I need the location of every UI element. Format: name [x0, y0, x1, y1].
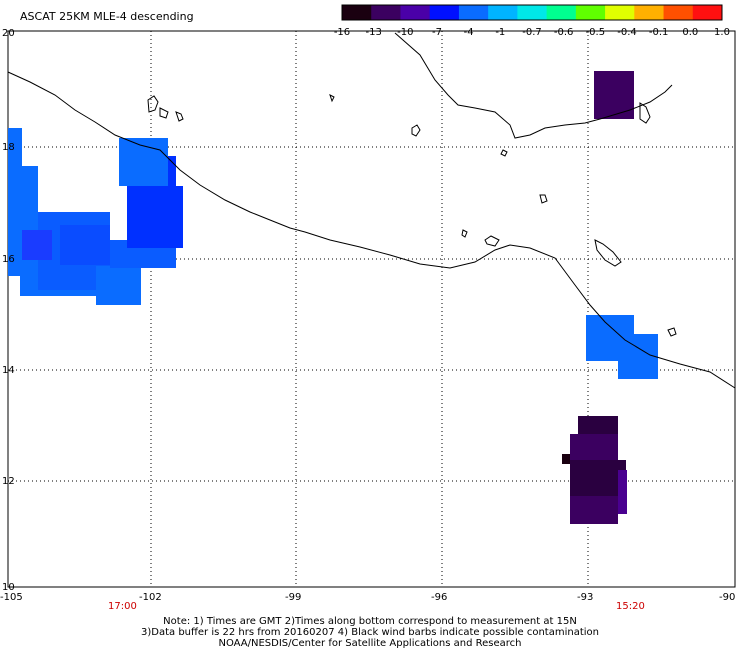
colorbar-swatch — [458, 5, 489, 20]
colorbar-swatch — [546, 5, 577, 20]
colorbar-label: -7 — [432, 27, 442, 38]
colorbar-label: -0.5 — [586, 27, 606, 38]
colorbar-label: -0.1 — [649, 27, 669, 38]
colorbar-label: -0.4 — [617, 27, 637, 38]
note-line-1: Note: 1) Times are GMT 2)Times along bot… — [163, 616, 577, 627]
lat-label-12: 12 — [2, 476, 15, 487]
colorbar-swatch — [342, 5, 372, 20]
lon-label-96: -96 — [431, 592, 447, 603]
colorbar-label: -0.7 — [522, 27, 542, 38]
lon-label-102: -102 — [139, 592, 162, 603]
colorbar-swatch — [429, 5, 460, 20]
colorbar-swatch — [692, 5, 723, 20]
lat-label-20: 20 — [2, 28, 15, 39]
lat-label-18: 18 — [2, 142, 15, 153]
swath-west — [8, 128, 183, 305]
note-line-2: 3)Data buffer is 22 hrs from 20160207 4)… — [141, 627, 599, 638]
gridlines — [8, 31, 735, 587]
colorbar-label: -4 — [464, 27, 474, 38]
colorbar-label: -13 — [365, 27, 381, 38]
lon-label-93: -93 — [577, 592, 593, 603]
colorbar-label: -0.6 — [554, 27, 574, 38]
colorbar-label: -10 — [397, 27, 413, 38]
lat-labels: 20 18 16 14 12 10 — [2, 28, 15, 593]
colorbar-swatch — [663, 5, 694, 20]
lon-label-105: -105 — [0, 592, 23, 603]
swath-east-purple — [562, 71, 634, 524]
colorbar-swatch — [400, 5, 431, 20]
colorbar-swatch — [488, 5, 518, 20]
lon-label-99: -99 — [285, 592, 301, 603]
colorbar-swatch — [605, 5, 635, 20]
colorbar-label: -16 — [334, 27, 350, 38]
colorbar-swatch — [371, 5, 401, 20]
colorbar: -16 -13 -10 -7 -4 -1 -0.7 -0.6 -0.5 -0.4 -0.1 0.0 1.… — [334, 4, 730, 38]
map-title: ASCAT 25KM MLE-4 descending — [20, 10, 194, 23]
colorbar-label: 1.0 — [714, 27, 730, 38]
time-label-left: 17:00 — [108, 601, 137, 612]
swath-east-blue — [586, 315, 658, 379]
colorbar-swatch — [634, 5, 665, 20]
coastline — [7, 32, 736, 389]
colorbar-label: 0.0 — [682, 27, 698, 38]
colorbar-swatch — [517, 5, 548, 20]
colorbar-label: -1 — [495, 27, 505, 38]
lat-label-14: 14 — [2, 365, 15, 376]
note-line-3: NOAA/NESDIS/Center for Satellite Applica… — [218, 638, 522, 649]
lat-label-16: 16 — [2, 254, 15, 265]
time-label-right: 15:20 — [616, 601, 645, 612]
lon-label-90: -90 — [719, 592, 735, 603]
lon-labels: -105 -102 -99 -96 -93 -90 — [0, 592, 735, 603]
lat-label-10: 10 — [2, 582, 15, 593]
colorbar-swatch — [575, 5, 606, 20]
map-frame — [7, 30, 736, 588]
